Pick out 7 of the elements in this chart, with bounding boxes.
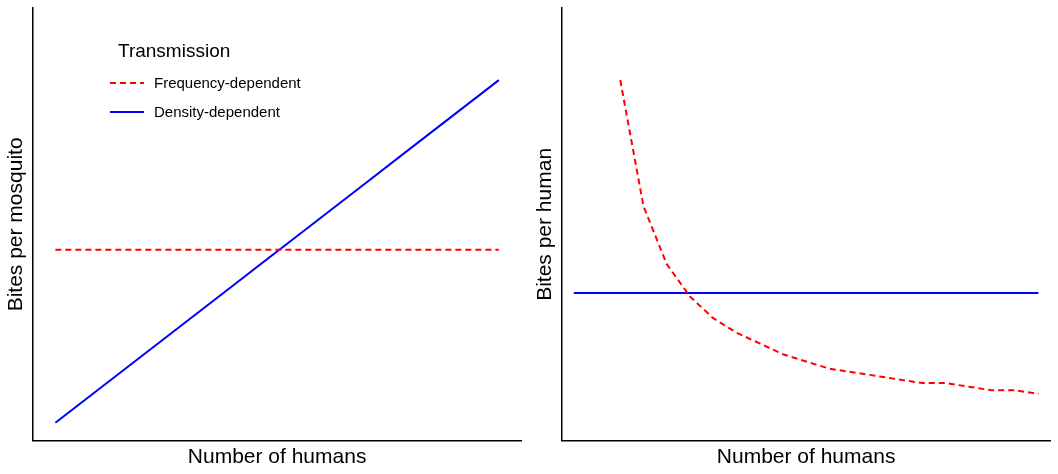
y-axis-title: Bites per human [532, 147, 556, 301]
x-axis-title: Number of humans [716, 444, 896, 468]
x-axis-title: Number of humans [187, 444, 367, 468]
legend-label: Density-dependent [154, 103, 280, 120]
y-axis-title: Bites per mosquito [3, 137, 27, 312]
legend-title: Transmission [118, 40, 232, 62]
legend-label: Frequency-dependent [154, 74, 301, 91]
